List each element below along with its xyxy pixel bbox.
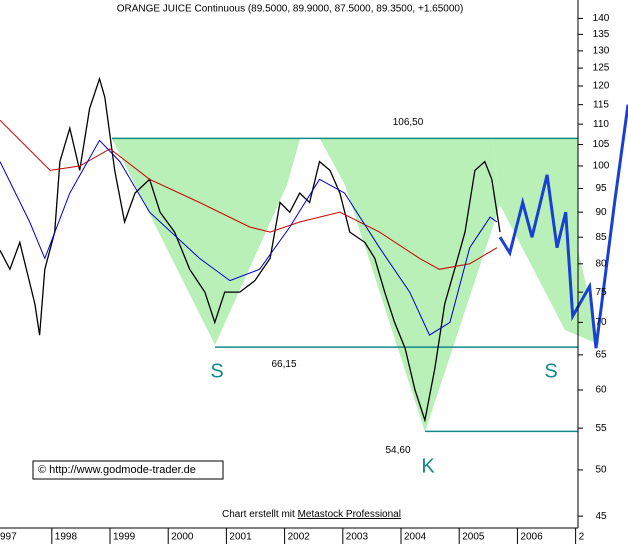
y-tick-label: 105 bbox=[593, 139, 610, 150]
level-label: 106,50 bbox=[393, 117, 424, 128]
x-tick-label: 2005 bbox=[462, 532, 485, 543]
x-tick-label: 2003 bbox=[346, 532, 369, 543]
y-tick-label: 110 bbox=[593, 119, 609, 130]
y-tick-label: 60 bbox=[595, 385, 607, 396]
series-line bbox=[0, 76, 501, 423]
series-line bbox=[498, 104, 628, 349]
x-tick-label: 1998 bbox=[55, 532, 78, 543]
y-tick-label: 130 bbox=[593, 46, 610, 57]
y-tick-label: 70 bbox=[595, 317, 607, 328]
x-tick-label: 1999 bbox=[113, 532, 136, 543]
level-label: 54,60 bbox=[385, 445, 410, 456]
series-line bbox=[0, 139, 498, 336]
x-tick-label: 997 bbox=[0, 532, 17, 543]
left-shoulder-area bbox=[112, 139, 300, 345]
y-tick-label: 95 bbox=[595, 183, 607, 194]
copyright: © http://www.godmode-trader.de bbox=[38, 464, 196, 476]
y-tick-label: 75 bbox=[595, 287, 607, 298]
y-tick-label: 55 bbox=[595, 423, 607, 434]
pattern-label: S bbox=[544, 360, 557, 382]
y-tick-label: 65 bbox=[595, 350, 607, 361]
x-tick-label: 2000 bbox=[171, 532, 194, 543]
pattern-label: K bbox=[421, 455, 435, 477]
series-line bbox=[0, 119, 498, 270]
x-tick-label: 2006 bbox=[520, 532, 543, 543]
y-tick-label: 90 bbox=[595, 207, 607, 218]
copyright-box bbox=[32, 460, 224, 480]
y-tick-label: 100 bbox=[593, 161, 610, 172]
y-tick-label: 50 bbox=[595, 465, 607, 476]
y-tick-label: 115 bbox=[593, 99, 609, 110]
credit-link: Metastock Professional bbox=[298, 509, 401, 520]
credit-text: Chart erstellt mit bbox=[222, 509, 295, 520]
right-shoulder-area bbox=[492, 139, 600, 345]
y-tick-label: 120 bbox=[593, 81, 610, 92]
x-tick-label: 2 bbox=[579, 532, 585, 543]
x-tick-label: 2004 bbox=[404, 532, 427, 543]
y-tick-label: 45 bbox=[595, 511, 607, 522]
y-tick-label: 125 bbox=[593, 63, 610, 74]
x-tick-label: 2001 bbox=[229, 532, 252, 543]
x-tick-label: 2002 bbox=[288, 532, 311, 543]
y-tick-label: 80 bbox=[595, 258, 607, 269]
credit: Chart erstellt mit Metastock Professiona… bbox=[222, 509, 401, 520]
level-label: 66,15 bbox=[271, 359, 296, 370]
pattern-label: S bbox=[210, 360, 223, 382]
head-area bbox=[320, 139, 500, 432]
y-tick-label: 140 bbox=[593, 13, 610, 24]
y-tick-label: 85 bbox=[595, 232, 607, 243]
chart-title: ORANGE JUICE Continuous (89.5000, 89.900… bbox=[117, 4, 464, 15]
y-tick-label: 135 bbox=[593, 29, 610, 40]
